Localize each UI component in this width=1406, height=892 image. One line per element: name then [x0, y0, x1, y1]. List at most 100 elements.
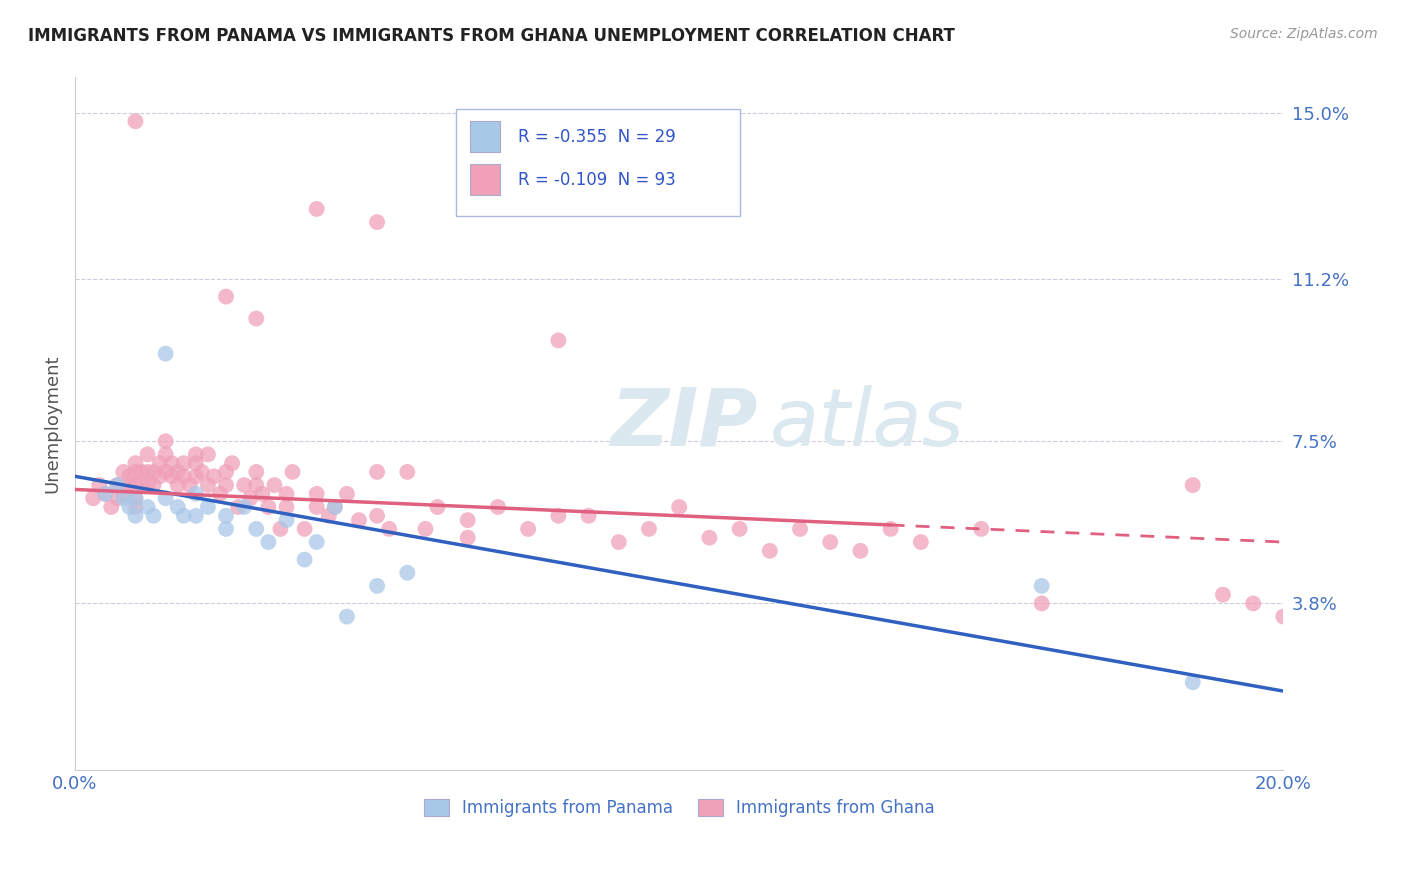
Point [305, 535, 328, 549]
Point [94, 487, 117, 501]
Point [124, 465, 146, 479]
Point [197, 478, 219, 492]
Point [378, 522, 401, 536]
Point [89, 478, 111, 492]
Point [607, 535, 630, 549]
Point [160, 456, 183, 470]
Point [668, 500, 690, 514]
Point [323, 500, 346, 514]
Point [184, 456, 207, 470]
Text: ZIP: ZIP [610, 384, 758, 463]
Point [136, 447, 159, 461]
Text: atlas: atlas [770, 384, 965, 463]
Point [879, 522, 901, 536]
Point [202, 469, 225, 483]
Point [245, 311, 267, 326]
Point [215, 290, 238, 304]
Bar [470, 164, 501, 195]
Point [366, 465, 388, 479]
Point [94, 487, 117, 501]
Point [197, 500, 219, 514]
Y-axis label: Unemployment: Unemployment [44, 354, 60, 493]
Point [142, 508, 165, 523]
Point [336, 487, 359, 501]
Point [215, 465, 238, 479]
Point [166, 465, 188, 479]
Point [105, 478, 128, 492]
Point [547, 508, 569, 523]
Point [208, 487, 231, 501]
Point [191, 465, 214, 479]
Point [184, 508, 207, 523]
Point [173, 456, 195, 470]
Point [155, 447, 177, 461]
Point [173, 508, 195, 523]
Point [1272, 609, 1295, 624]
Point [366, 579, 388, 593]
Point [396, 465, 419, 479]
Point [245, 478, 267, 492]
Point [396, 566, 419, 580]
Point [818, 535, 841, 549]
Text: Source: ZipAtlas.com: Source: ZipAtlas.com [1230, 27, 1378, 41]
Point [124, 456, 146, 470]
Point [263, 478, 285, 492]
Point [457, 531, 479, 545]
Point [233, 478, 256, 492]
Point [276, 500, 298, 514]
Point [136, 478, 159, 492]
Point [118, 469, 141, 483]
Point [269, 522, 291, 536]
Point [1031, 579, 1053, 593]
Text: IMMIGRANTS FROM PANAMA VS IMMIGRANTS FROM GHANA UNEMPLOYMENT CORRELATION CHART: IMMIGRANTS FROM PANAMA VS IMMIGRANTS FRO… [28, 27, 955, 45]
Point [142, 465, 165, 479]
Point [1031, 596, 1053, 610]
Point [215, 478, 238, 492]
Point [1241, 596, 1264, 610]
Point [100, 500, 122, 514]
Point [160, 469, 183, 483]
Point [305, 500, 328, 514]
Point [124, 114, 146, 128]
Point [124, 500, 146, 514]
Point [155, 465, 177, 479]
Point [486, 500, 509, 514]
Point [699, 531, 721, 545]
Point [142, 478, 165, 492]
Point [124, 491, 146, 506]
Point [728, 522, 751, 536]
Point [1181, 675, 1204, 690]
Point [166, 478, 188, 492]
Point [347, 513, 370, 527]
Point [82, 491, 104, 506]
Point [184, 447, 207, 461]
Point [245, 522, 267, 536]
Point [112, 491, 135, 506]
Legend: Immigrants from Panama, Immigrants from Ghana: Immigrants from Panama, Immigrants from … [416, 792, 942, 824]
Text: R = -0.355  N = 29: R = -0.355 N = 29 [519, 128, 676, 145]
Point [276, 487, 298, 501]
Point [105, 478, 128, 492]
Point [184, 487, 207, 501]
Point [789, 522, 811, 536]
Point [124, 478, 146, 492]
Point [366, 215, 388, 229]
Point [1212, 588, 1234, 602]
Point [245, 465, 267, 479]
Point [105, 491, 128, 506]
Point [112, 465, 135, 479]
Point [118, 500, 141, 514]
Point [276, 513, 298, 527]
Point [124, 491, 146, 506]
Point [517, 522, 540, 536]
Point [252, 487, 274, 501]
Point [179, 478, 201, 492]
Point [638, 522, 661, 536]
Point [294, 552, 316, 566]
Point [149, 456, 172, 470]
Point [849, 544, 872, 558]
Point [155, 491, 177, 506]
Point [184, 469, 207, 483]
Point [910, 535, 932, 549]
Point [547, 334, 569, 348]
